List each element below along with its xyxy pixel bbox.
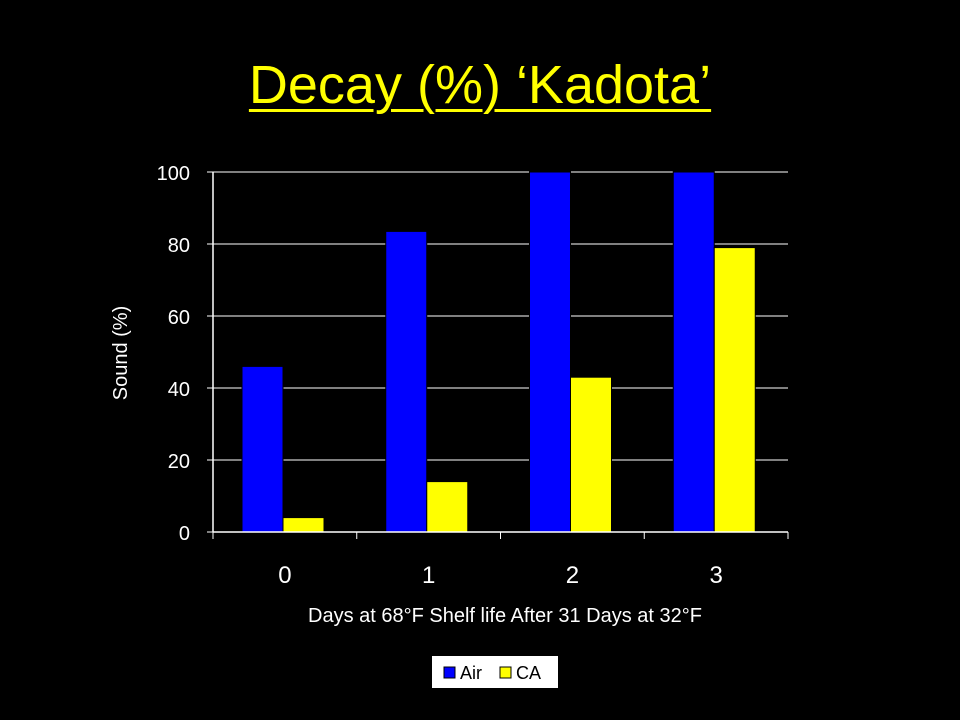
x-tick-label: 1 [422, 562, 435, 589]
legend-swatch-air [443, 666, 456, 679]
x-tick-label: 2 [566, 562, 579, 589]
legend-label-air: Air [460, 663, 482, 683]
x-axis-label: Days at 68°F Shelf life After 31 Days at… [308, 605, 702, 627]
y-tick-label: 40 [168, 379, 190, 401]
y-tick-label: 0 [179, 523, 190, 545]
bar-ca-1 [426, 481, 469, 533]
y-tick-label: 80 [168, 235, 190, 257]
y-tick-label: 60 [168, 307, 190, 329]
bar-ca-3 [713, 247, 756, 533]
x-tick-labels: 0 1 2 3 [278, 562, 723, 589]
bar-air-2 [529, 171, 571, 533]
y-tick-label: 100 [157, 163, 190, 185]
legend-label-ca: CA [516, 663, 541, 683]
slide-title: Decay (%) ‘Kadota’ [248, 55, 712, 115]
y-axis-label: Sound (%) [110, 306, 132, 401]
x-tick-label: 0 [278, 562, 291, 589]
bar-ca-0 [282, 517, 325, 533]
bar-air-3 [672, 171, 715, 533]
chart-bars [241, 171, 756, 533]
bar-air-1 [385, 230, 428, 533]
bar-air-0 [241, 365, 284, 533]
chart-axes [212, 172, 789, 539]
bar-ca-2 [570, 376, 612, 533]
x-tick-label: 3 [709, 562, 722, 589]
y-tick-label: 20 [168, 451, 190, 473]
chart-legend: Air CA [432, 656, 558, 688]
legend-swatch-ca [499, 666, 512, 679]
